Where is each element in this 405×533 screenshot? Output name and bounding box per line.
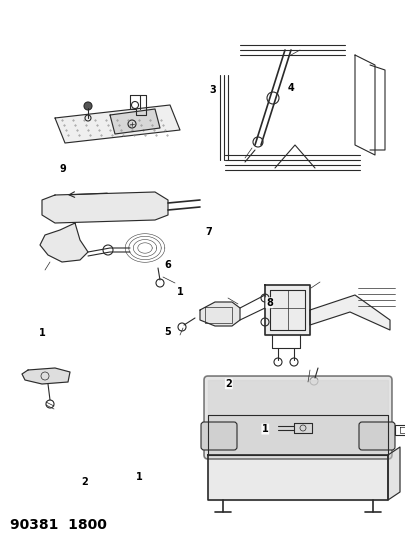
FancyBboxPatch shape	[204, 376, 392, 459]
Text: 2: 2	[226, 379, 232, 389]
Polygon shape	[200, 302, 240, 326]
Text: 1: 1	[39, 328, 46, 338]
Polygon shape	[265, 285, 310, 335]
Text: 7: 7	[205, 227, 212, 237]
Polygon shape	[110, 109, 160, 134]
Polygon shape	[208, 455, 388, 500]
FancyBboxPatch shape	[201, 422, 237, 450]
Text: 2: 2	[82, 478, 88, 487]
Circle shape	[84, 102, 92, 110]
Text: 1: 1	[177, 287, 183, 297]
Polygon shape	[310, 295, 390, 330]
Text: 8: 8	[266, 298, 273, 308]
Polygon shape	[42, 192, 168, 223]
Polygon shape	[22, 368, 70, 384]
Polygon shape	[388, 447, 400, 500]
Text: 90381  1800: 90381 1800	[10, 518, 107, 532]
Text: 6: 6	[165, 261, 171, 270]
Polygon shape	[208, 415, 388, 455]
Polygon shape	[55, 105, 180, 143]
Polygon shape	[208, 380, 388, 455]
Text: 9: 9	[60, 165, 66, 174]
FancyBboxPatch shape	[359, 422, 395, 450]
Text: 3: 3	[209, 85, 216, 94]
Text: 4: 4	[288, 83, 294, 93]
Polygon shape	[40, 223, 88, 262]
Text: 5: 5	[165, 327, 171, 336]
Text: 1: 1	[262, 424, 269, 434]
Text: 1: 1	[136, 472, 143, 482]
